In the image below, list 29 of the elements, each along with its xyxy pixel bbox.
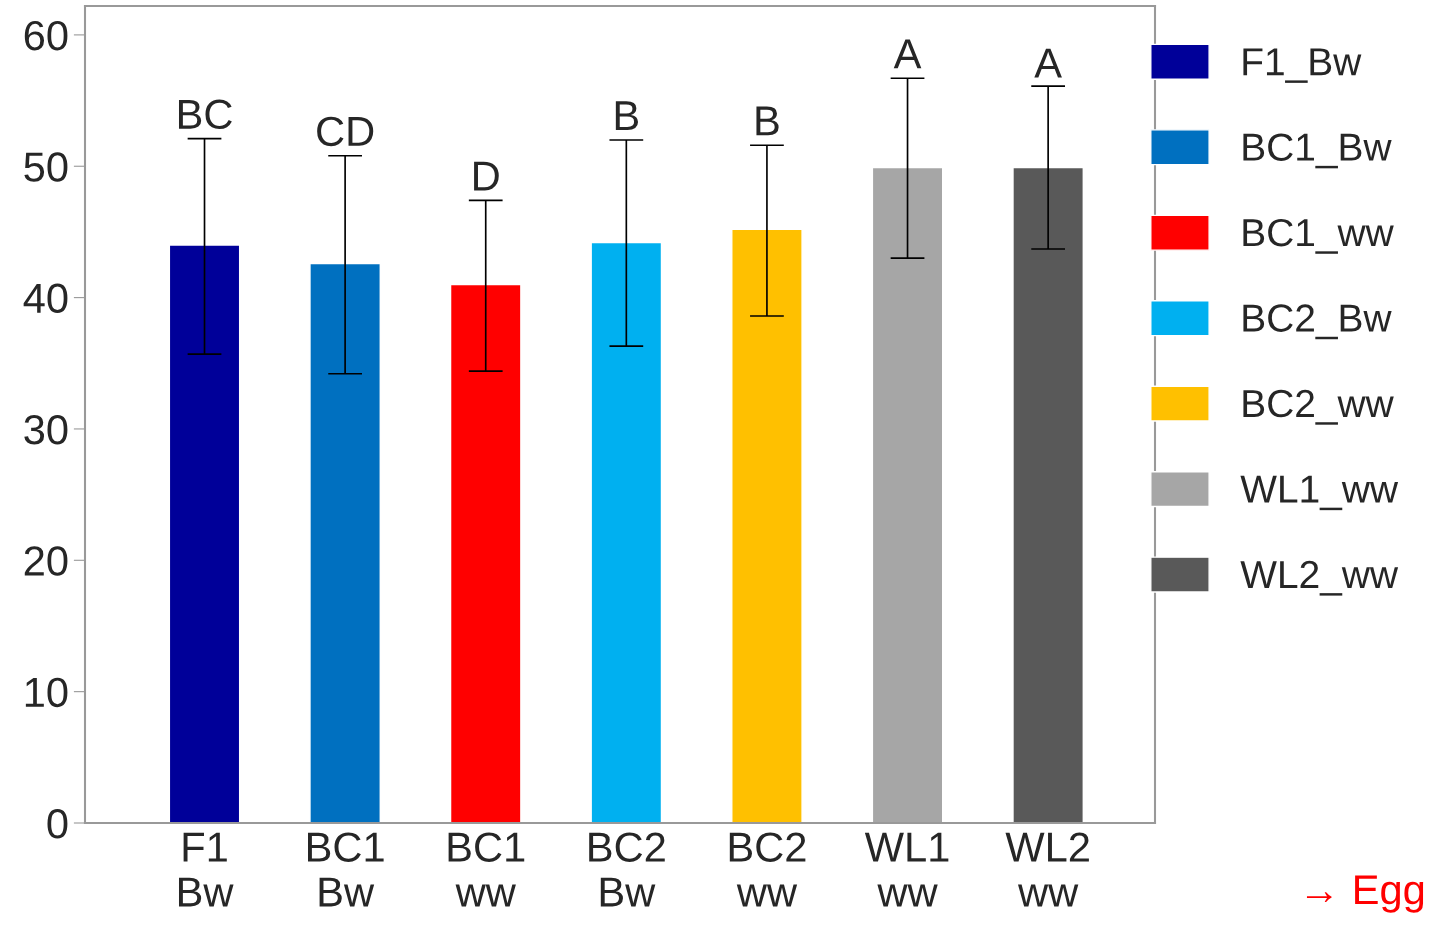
y-tick-label: 0 [47,809,68,839]
annotation: A [1034,48,1062,78]
legend-label: F1_Bw [1243,48,1362,83]
y-tick-label: 40 [23,283,68,314]
legend-label: BC1_ww [1243,218,1394,254]
x-tick-label: BC2 ww [729,832,806,907]
annotation: B [615,101,639,131]
text: → Egg [1306,875,1424,913]
x-tick-label: F1 Bw [178,832,234,907]
y-tick-label: 20 [24,546,68,576]
annotation: D [474,161,499,191]
legend-label: WL1_ww [1240,475,1399,511]
annotation: A [893,39,922,69]
y-tick-label: 60 [24,20,68,51]
y-tick-label: 10 [25,677,68,708]
annotation: BC [178,99,232,130]
x-tick-label: BC1 Bw [308,832,384,907]
legend-label: BC2_Bw [1243,304,1392,340]
y-tick-label: 30 [24,414,68,445]
legend-label: WL2_ww [1240,560,1399,596]
annotation: B [756,106,779,136]
annotation: CD [317,116,374,147]
legend-label: BC1_Bw [1243,133,1392,169]
x-tick-label: BC1 ww [448,832,525,907]
y-tick-label: 50 [24,152,68,182]
x-tick-label: BC2 Bw [589,832,665,907]
x-tick-label: WL1 ww [864,832,949,907]
x-tick-label: WL2 ww [1005,832,1089,907]
legend-label: BC2_ww [1243,389,1394,425]
